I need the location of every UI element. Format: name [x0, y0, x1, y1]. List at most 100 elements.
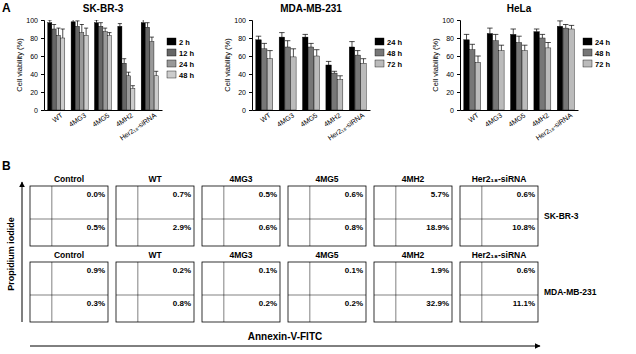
- row-label: SK-BR-3: [544, 211, 579, 221]
- figure: ABSK-BR-3Cell viability (%)020406080100W…: [0, 0, 636, 354]
- tick-mark: [457, 74, 460, 75]
- axis-line: [457, 21, 461, 111]
- legend-swatch: [167, 49, 176, 56]
- legend-label: 72 h: [595, 60, 610, 69]
- tick: 4MG3: [484, 110, 504, 128]
- plot-frame: [460, 186, 538, 246]
- bar: [516, 43, 521, 111]
- tick-label: 4MG5: [507, 111, 527, 128]
- error-bar: [308, 43, 313, 47]
- tick-mark: [457, 38, 460, 39]
- y-axis: 020406080100: [26, 17, 44, 114]
- error-bar: [118, 24, 122, 27]
- plot-frame: [374, 262, 452, 322]
- panel-title: Her2₁₈-siRNA: [472, 174, 527, 184]
- error-bar: [522, 45, 527, 50]
- tick-label: 60: [446, 53, 454, 60]
- tick: 80: [238, 35, 252, 42]
- quadrant-line: [30, 295, 108, 296]
- bar: [285, 47, 290, 110]
- panel-title: WT: [148, 174, 162, 184]
- error-bar: [122, 59, 126, 64]
- axis-line: [41, 21, 45, 111]
- tick: 100: [26, 17, 44, 24]
- error-bar: [150, 37, 154, 42]
- tick-label: 100: [234, 17, 246, 24]
- tick-label: 80: [446, 35, 454, 42]
- quadrant-value: 0.8%: [173, 299, 191, 308]
- tick-label: 40: [446, 71, 454, 78]
- bar: [534, 32, 539, 110]
- error-bar: [563, 25, 568, 29]
- bar: [540, 38, 545, 110]
- plot-frame: [288, 186, 366, 246]
- error-bar: [326, 61, 331, 65]
- bar: [557, 26, 562, 110]
- bar: [146, 27, 150, 110]
- bar: [470, 50, 475, 110]
- plot-frame: [202, 186, 280, 246]
- quadrant-value: 0.1%: [345, 266, 363, 275]
- quadrant-line: [51, 262, 52, 322]
- quadrant-value: 0.6%: [259, 223, 277, 232]
- bar: [314, 56, 319, 110]
- tick: Her2₁₈-siRNA: [326, 110, 365, 142]
- tick-mark: [41, 92, 44, 93]
- bar: [464, 40, 469, 110]
- quadrant-line: [202, 295, 280, 296]
- axis-title: Propidium iodide: [6, 217, 16, 291]
- panel-title: 4MH2: [402, 174, 425, 184]
- bar: [126, 76, 130, 110]
- tick-label: 100: [442, 17, 454, 24]
- bar: [493, 41, 498, 110]
- quadrant-value: 0.5%: [259, 190, 277, 199]
- quadrant-line: [202, 219, 280, 220]
- chart-title: SK-BR-3: [83, 3, 124, 14]
- legend-label: 24 h: [595, 38, 610, 47]
- bar: [154, 76, 158, 110]
- legend-swatch: [583, 60, 592, 67]
- axis-arrow: [30, 346, 540, 347]
- error-bar: [279, 33, 284, 38]
- error-bar: [141, 20, 145, 23]
- legend: 2 h12 h24 h48 h: [167, 38, 194, 80]
- quadrant-line: [288, 295, 366, 296]
- flow-cytometry: Control0.0%0.5%WT0.7%2.9%4MG30.5%0.6%4MG…: [6, 174, 597, 346]
- bar: [303, 37, 308, 110]
- tick-mark: [457, 110, 460, 111]
- tick-mark: [249, 56, 252, 57]
- bar: [487, 34, 492, 111]
- tick-mark: [457, 20, 460, 21]
- quadrant-line: [374, 295, 452, 296]
- bar: [511, 34, 516, 110]
- error-bar: [52, 25, 56, 30]
- tick-label: 100: [26, 17, 38, 24]
- bar: [499, 51, 504, 110]
- tick-label: 60: [238, 53, 246, 60]
- tick-label: 60: [30, 53, 38, 60]
- quadrant-line: [374, 219, 452, 220]
- error-bar: [99, 23, 103, 27]
- tick: 4MH2: [531, 110, 550, 128]
- quadrant-line: [223, 262, 224, 322]
- bar: [61, 38, 65, 110]
- legend-swatch: [167, 71, 176, 78]
- chart-title: MDA-MB-231: [280, 3, 342, 14]
- quadrant-line: [460, 295, 538, 296]
- series: [56, 25, 154, 111]
- tick-mark: [41, 74, 44, 75]
- tick-mark: [41, 56, 44, 57]
- legend-swatch: [583, 38, 592, 45]
- tick-mark: [41, 20, 44, 21]
- bar: [80, 33, 84, 110]
- error-bar: [126, 72, 130, 76]
- error-bar: [464, 34, 469, 39]
- bar: [475, 62, 480, 110]
- bar: [56, 35, 60, 110]
- series: [475, 25, 574, 110]
- quadrant-line: [51, 186, 52, 246]
- tick-label: 4MG3: [484, 111, 504, 128]
- error-bar: [94, 20, 98, 23]
- error-bar: [146, 23, 150, 28]
- plot-frame: [116, 262, 194, 322]
